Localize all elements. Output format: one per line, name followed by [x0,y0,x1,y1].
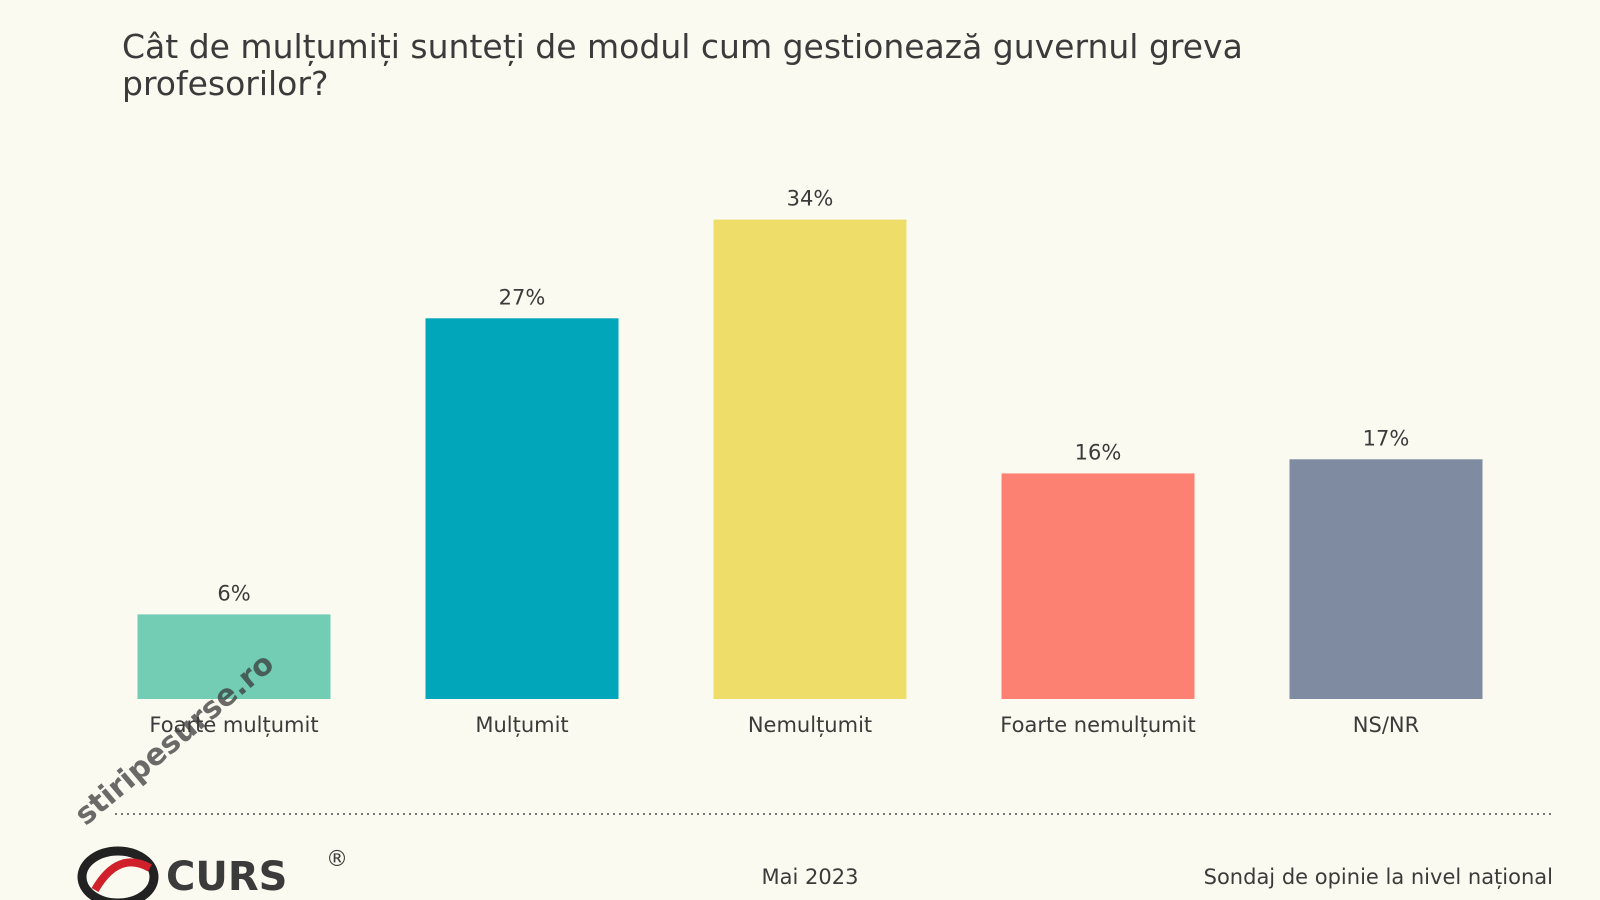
bar [137,614,331,699]
bar [1289,459,1483,699]
value-label: 17% [1363,426,1410,450]
footer-date: Mai 2023 [762,865,859,889]
x-tick-label: Nemulțumit [748,713,872,737]
x-tick-label: NS/NR [1353,713,1419,737]
x-tick-label: Mulțumit [475,713,568,737]
x-tick-label: Foarte nemulțumit [1000,713,1195,737]
chart-title: Cât de mulțumiți sunteți de modul cum ge… [122,27,1243,103]
bar [713,219,907,699]
bar [1001,473,1195,699]
x-tick-label: Foarte mulțumit [149,713,318,737]
value-label: 27% [499,285,546,309]
value-label: 6% [217,581,250,605]
logo-registered: ® [326,847,348,872]
logo-text: CURS [166,854,287,900]
bar [425,318,619,699]
logo: CURS ® [77,846,348,900]
footer-note: Sondaj de opinie la nivel național [1204,865,1553,889]
value-label: 34% [787,187,834,211]
value-label: 16% [1075,440,1122,464]
